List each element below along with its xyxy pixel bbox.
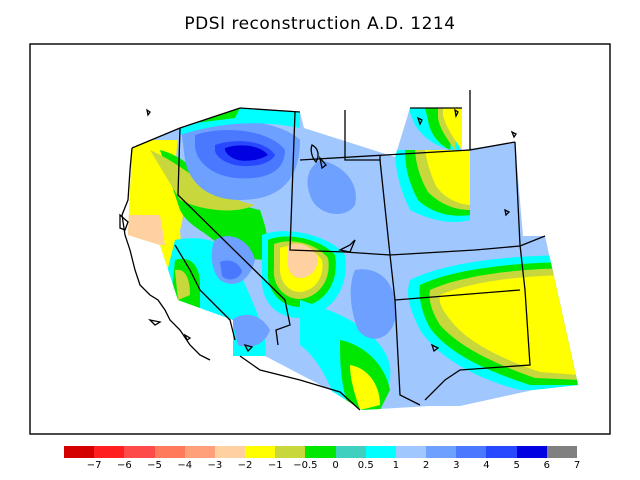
legend-swatch [516, 446, 547, 458]
legend-swatch [456, 446, 487, 458]
map-frame [29, 43, 611, 435]
legend-label: 7 [573, 460, 581, 471]
pdsi-field [128, 108, 578, 410]
state-boundaries [119, 90, 546, 411]
legend-swatch [154, 446, 185, 458]
legend-swatch [546, 446, 577, 458]
legend-label: 4 [483, 460, 490, 471]
legend-swatch [486, 446, 517, 458]
legend-label: −7 [86, 460, 102, 471]
legend-label: 0 [332, 460, 339, 471]
legend-label: −3 [207, 460, 223, 471]
legend-swatch [64, 446, 95, 458]
legend-label: 2 [422, 460, 430, 471]
legend-swatch [94, 446, 125, 458]
legend-swatch [214, 446, 246, 458]
legend-label: −2 [237, 460, 253, 471]
legend-label: −4 [177, 460, 193, 471]
legend-swatch [245, 446, 276, 458]
legend-label: 5 [513, 460, 520, 471]
legend-swatch [395, 446, 427, 458]
legend-swatch [335, 446, 366, 458]
legend-swatch [184, 446, 215, 458]
legend-swatch [305, 446, 336, 458]
color-legend [64, 446, 577, 458]
legend-label: 6 [543, 460, 550, 471]
legend-swatch [426, 446, 457, 458]
legend-labels: −7 −6 −5 −4 −3 −2 −1 −0.5 0 0.5 1 2 3 4 5 6 7 [0, 460, 640, 474]
legend-label: −5 [147, 460, 162, 471]
legend-label: −6 [116, 460, 132, 471]
legend-swatch [124, 446, 155, 458]
legend-label: 1 [392, 460, 400, 471]
legend-label: −0.5 [293, 460, 318, 471]
legend-label: 0.5 [357, 460, 374, 471]
legend-swatch [275, 446, 306, 458]
legend-label: −1 [267, 460, 283, 471]
legend-swatch [365, 446, 396, 458]
legend-label: 3 [453, 460, 460, 471]
map-title: PDSI reconstruction A.D. 1214 [184, 14, 456, 34]
